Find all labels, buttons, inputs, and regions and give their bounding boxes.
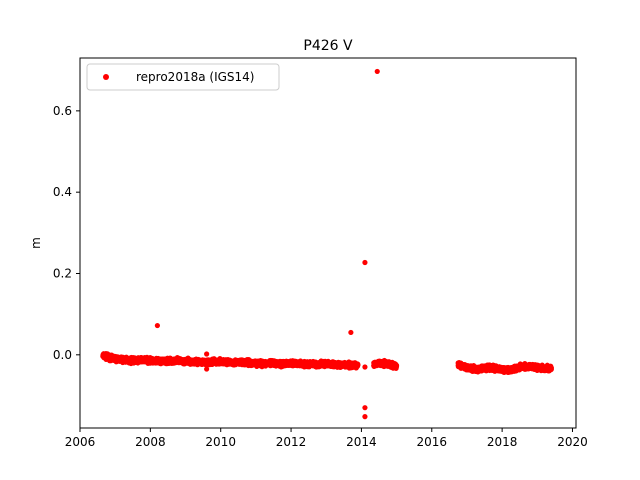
data-point [355, 362, 361, 368]
legend-box [86, 63, 280, 91]
outlier-point [348, 329, 354, 336]
y-tick-label: 0.4 [53, 185, 72, 199]
chart-title: P426 V [303, 38, 353, 54]
x-tick-label: 2014 [346, 435, 377, 449]
outlier-point [362, 259, 368, 266]
y-tick-label: 0.6 [53, 104, 72, 118]
data-point [393, 362, 400, 369]
plot-points [100, 68, 554, 420]
x-axis: 2006 2008 2010 2012 2014 2016 2018 2020 [65, 428, 588, 449]
data-point [548, 366, 554, 372]
x-tick-label: 2006 [65, 435, 96, 449]
outlier-point [362, 414, 368, 420]
y-tick-label: 0.2 [53, 266, 72, 280]
legend: repro2018a (IGS14) [86, 63, 280, 91]
legend-marker [103, 74, 109, 80]
outlier-point [362, 405, 368, 411]
outlier-point [204, 366, 210, 372]
x-tick-label: 2016 [416, 435, 447, 449]
y-tick-label: 0.0 [53, 348, 72, 362]
y-axis-label: m [29, 237, 43, 249]
y-axis: 0.0 0.2 0.4 0.6 [53, 104, 80, 362]
x-tick-label: 2020 [557, 435, 588, 449]
legend-label: repro2018a (IGS14) [136, 70, 254, 84]
outlier-point [362, 364, 368, 370]
plot-frame [79, 57, 577, 429]
x-tick-label: 2012 [276, 435, 307, 449]
x-tick-label: 2018 [487, 435, 518, 449]
x-tick-label: 2008 [135, 435, 166, 449]
outlier-point [204, 351, 210, 357]
x-tick-label: 2010 [205, 435, 236, 449]
outlier-point [154, 322, 160, 329]
outlier-point [374, 68, 380, 75]
